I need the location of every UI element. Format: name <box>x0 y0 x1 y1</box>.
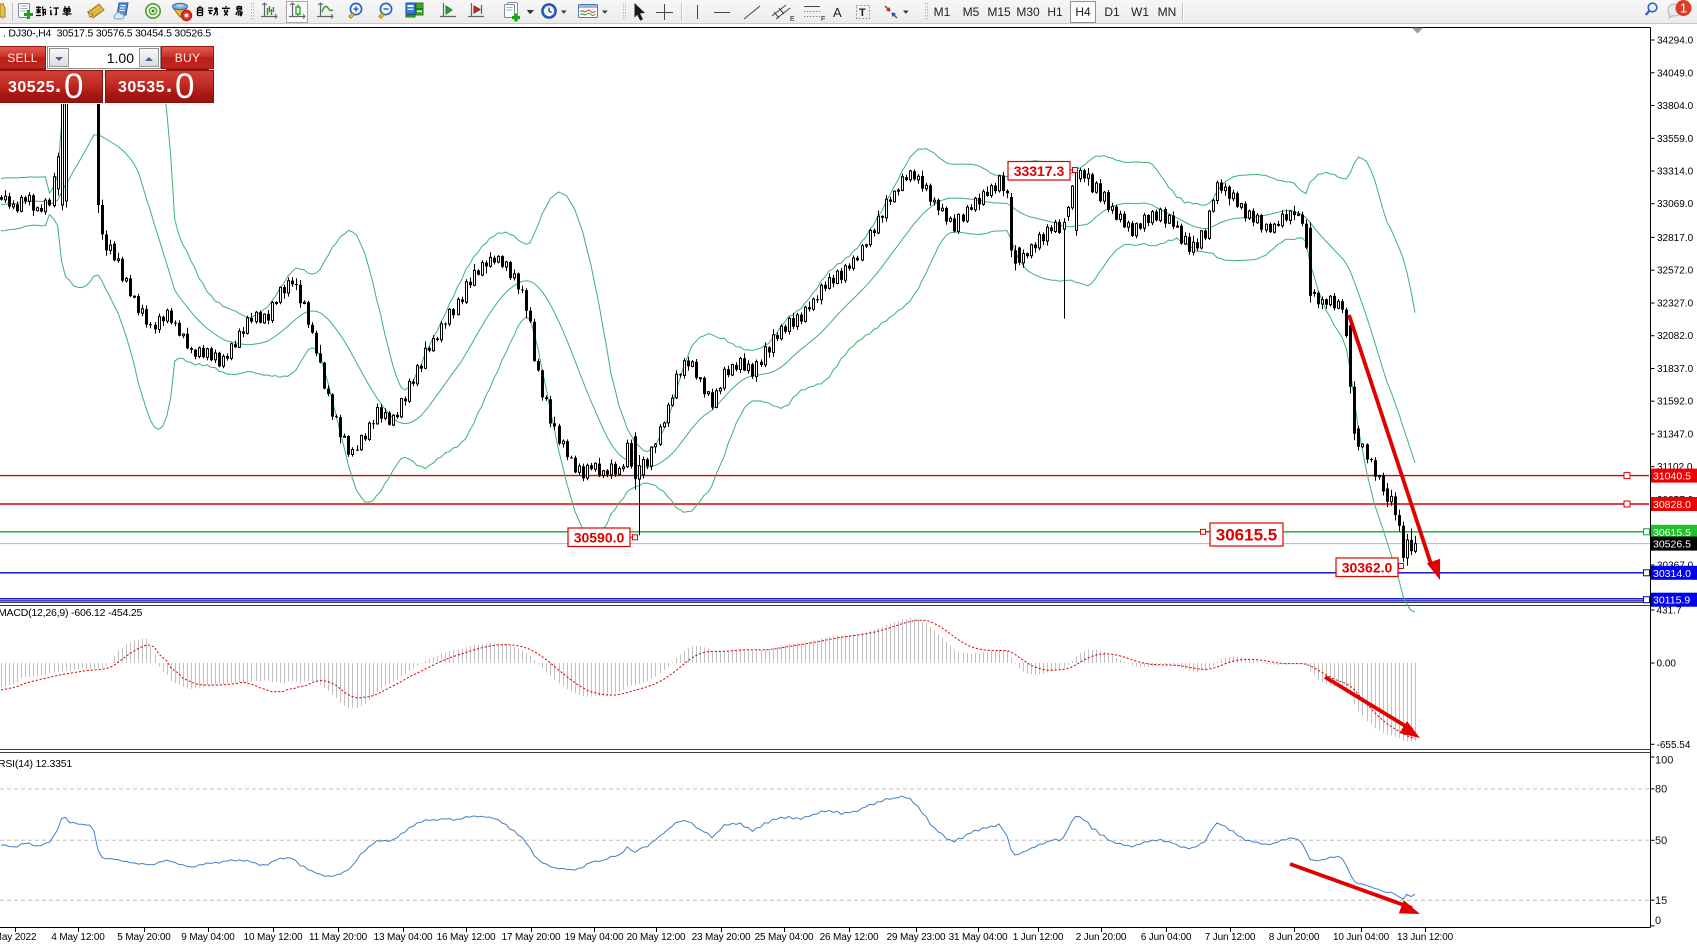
svg-text:31347.0: 31347.0 <box>1657 430 1694 441</box>
svg-text:31592.0: 31592.0 <box>1657 397 1694 408</box>
svg-text:50: 50 <box>1655 835 1667 847</box>
svg-text:11 May 20:00: 11 May 20:00 <box>309 932 368 943</box>
svg-text:2 Jun 20:00: 2 Jun 20:00 <box>1076 932 1127 943</box>
svg-text:25 May 04:00: 25 May 04:00 <box>755 932 814 943</box>
svg-text:RSI(14) 12.3351: RSI(14) 12.3351 <box>0 758 72 770</box>
svg-text:26 May 12:00: 26 May 12:00 <box>820 932 879 943</box>
svg-text:33804.0: 33804.0 <box>1657 101 1694 112</box>
svg-text:6 Jun 04:00: 6 Jun 04:00 <box>1141 932 1192 943</box>
svg-text:431.7: 431.7 <box>1657 606 1682 617</box>
svg-text:. DJ30-,H4 30517.5 30576.5 30: . DJ30-,H4 30517.5 30576.5 30454.5 30526… <box>3 28 211 40</box>
svg-text:30314.0: 30314.0 <box>1653 568 1691 580</box>
svg-text:20 May 12:00: 20 May 12:00 <box>627 932 686 943</box>
svg-text:32572.0: 32572.0 <box>1657 266 1694 277</box>
svg-text:E: E <box>790 16 795 23</box>
svg-text:16 May 12:00: 16 May 12:00 <box>437 932 496 943</box>
svg-text:33317.3: 33317.3 <box>1014 163 1065 179</box>
svg-text:30615.5: 30615.5 <box>1653 527 1691 539</box>
svg-text:33314.0: 33314.0 <box>1657 167 1694 178</box>
svg-text:34049.0: 34049.0 <box>1657 68 1694 79</box>
svg-text:5 May 20:00: 5 May 20:00 <box>117 932 171 943</box>
svg-text:33559.0: 33559.0 <box>1657 134 1694 145</box>
svg-text:17 May 20:00: 17 May 20:00 <box>502 932 561 943</box>
svg-text:31040.5: 31040.5 <box>1653 471 1691 483</box>
svg-text:M30: M30 <box>1016 5 1040 19</box>
svg-text:13 Jun 12:00: 13 Jun 12:00 <box>1397 932 1454 943</box>
svg-text:10 Jun 04:00: 10 Jun 04:00 <box>1333 932 1390 943</box>
svg-text:31 May 04:00: 31 May 04:00 <box>949 932 1008 943</box>
svg-text:31837.0: 31837.0 <box>1657 364 1694 375</box>
svg-text:A: A <box>833 5 842 20</box>
svg-text:19 May 04:00: 19 May 04:00 <box>565 932 624 943</box>
svg-text:May 2022: May 2022 <box>0 932 37 943</box>
svg-text:0.00: 0.00 <box>1657 659 1677 670</box>
svg-text:32082.0: 32082.0 <box>1657 331 1694 342</box>
svg-text:M5: M5 <box>963 5 980 19</box>
svg-text:1 Jun 12:00: 1 Jun 12:00 <box>1013 932 1064 943</box>
svg-text:1: 1 <box>1680 1 1687 16</box>
svg-text:7 Jun 12:00: 7 Jun 12:00 <box>1205 932 1256 943</box>
svg-text:H1: H1 <box>1047 5 1063 19</box>
svg-text:9 May 04:00: 9 May 04:00 <box>181 932 235 943</box>
svg-text:F: F <box>821 16 825 23</box>
svg-text:10 May 12:00: 10 May 12:00 <box>244 932 303 943</box>
svg-text:M15: M15 <box>987 5 1011 19</box>
svg-text:30828.0: 30828.0 <box>1653 499 1691 511</box>
svg-text:15: 15 <box>1655 895 1667 907</box>
svg-text:D1: D1 <box>1104 5 1120 19</box>
svg-text:8 Jun 20:00: 8 Jun 20:00 <box>1269 932 1320 943</box>
svg-text:30615.5: 30615.5 <box>1216 526 1277 545</box>
svg-text:MN: MN <box>1158 5 1177 19</box>
svg-text:MACD(12,26,9) -606.12 -454.25: MACD(12,26,9) -606.12 -454.25 <box>0 607 143 619</box>
svg-text:34294.0: 34294.0 <box>1657 36 1694 47</box>
svg-text:M1: M1 <box>934 5 951 19</box>
svg-text:0: 0 <box>1655 915 1661 927</box>
svg-text:32327.0: 32327.0 <box>1657 299 1694 310</box>
svg-text:-655.54: -655.54 <box>1657 740 1691 751</box>
svg-text:100: 100 <box>1655 755 1673 767</box>
svg-text:80: 80 <box>1655 784 1667 796</box>
svg-text:30362.0: 30362.0 <box>1342 559 1393 575</box>
svg-text:T: T <box>859 7 866 19</box>
svg-text:H4: H4 <box>1075 5 1091 19</box>
svg-text:30526.5: 30526.5 <box>1653 539 1691 551</box>
svg-text:23 May 20:00: 23 May 20:00 <box>692 932 751 943</box>
svg-text:30590.0: 30590.0 <box>574 529 625 545</box>
svg-text:32817.0: 32817.0 <box>1657 233 1694 244</box>
svg-text:29 May 23:00: 29 May 23:00 <box>887 932 946 943</box>
svg-text:13 May 04:00: 13 May 04:00 <box>374 932 433 943</box>
svg-text:30115.9: 30115.9 <box>1653 595 1690 607</box>
svg-text:W1: W1 <box>1131 5 1149 19</box>
svg-text:4 May 12:00: 4 May 12:00 <box>51 932 105 943</box>
svg-text:33069.0: 33069.0 <box>1657 199 1694 210</box>
svg-text:31102.0: 31102.0 <box>1657 462 1693 473</box>
